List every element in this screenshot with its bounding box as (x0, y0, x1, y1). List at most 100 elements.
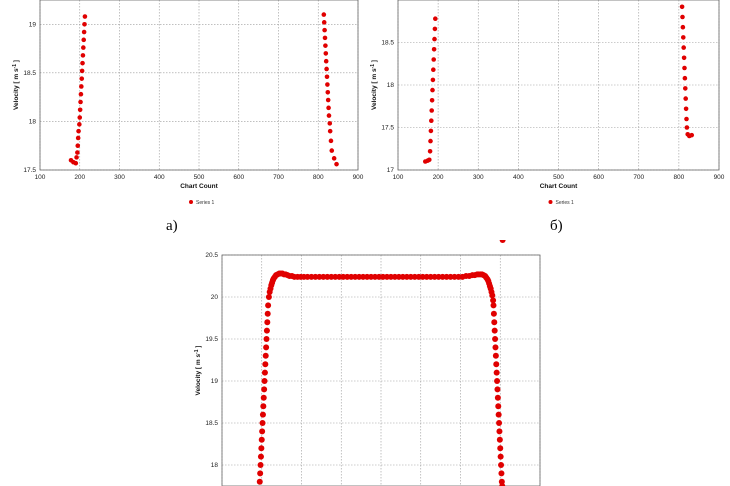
data-point (681, 55, 687, 61)
data-point (683, 96, 688, 101)
y-axis-title: Velocity [ m s-1 ] (12, 60, 20, 110)
legend-marker (189, 200, 193, 204)
data-point (490, 302, 497, 309)
data-point (680, 35, 686, 40)
data-point (491, 319, 498, 326)
data-point (321, 20, 327, 25)
data-point (257, 453, 264, 460)
data-point (327, 128, 333, 134)
data-point (324, 74, 330, 80)
data-point (429, 98, 435, 103)
y-tick-label: 20 (211, 294, 219, 301)
data-point (493, 369, 500, 376)
data-point (81, 29, 87, 35)
data-point (79, 76, 85, 81)
data-point (681, 45, 686, 50)
y-axis-title: Velocity [ m s-1 ] (370, 60, 378, 110)
x-tick-label: 900 (353, 174, 364, 181)
x-tick-label: 200 (433, 174, 444, 181)
data-point (259, 411, 266, 418)
data-point (259, 420, 266, 426)
data-point (77, 107, 83, 113)
data-point (256, 478, 263, 485)
y-tick-label: 18 (211, 462, 219, 469)
data-point (258, 436, 265, 443)
data-point (261, 369, 268, 376)
data-point (325, 89, 331, 95)
data-point (429, 118, 434, 123)
data-point (489, 292, 496, 299)
data-point (430, 87, 435, 93)
data-point (322, 35, 328, 41)
data-point (75, 135, 81, 141)
data-point (325, 82, 330, 87)
data-point (263, 327, 270, 334)
data-point (82, 14, 88, 19)
data-point (426, 157, 432, 163)
x-axis-title: Chart Count (540, 183, 578, 190)
data-point (499, 483, 506, 486)
data-point (497, 453, 504, 460)
y-tick-label: 20.5 (205, 252, 218, 259)
data-point (74, 155, 79, 160)
x-tick-label: 800 (673, 174, 684, 181)
data-point (494, 378, 501, 384)
data-point (327, 121, 333, 126)
data-point (322, 27, 327, 33)
data-point (76, 128, 81, 134)
data-point (81, 37, 87, 43)
data-point (325, 97, 331, 103)
plot-frame (39, 0, 359, 171)
x-tick-label: 900 (714, 174, 725, 181)
data-point (331, 156, 337, 161)
data-point (689, 132, 695, 138)
data-point (257, 470, 264, 477)
data-point (75, 150, 80, 155)
y-tick-label: 19 (29, 21, 37, 28)
data-point (499, 240, 506, 243)
data-point (79, 68, 85, 74)
data-point (498, 462, 505, 468)
data-point (431, 57, 437, 62)
data-point (682, 86, 688, 91)
y-tick-label: 17 (387, 167, 395, 174)
y-tick-label: 18 (29, 118, 37, 125)
data-point (430, 77, 436, 83)
data-point (265, 302, 272, 309)
data-point (492, 336, 499, 342)
data-point (78, 91, 84, 97)
data-point (329, 148, 335, 153)
chart-panel-a: 17.5 18 18.5 19 100 200 300 400 500 600 700 800 900 C… (12, 0, 364, 206)
data-point (73, 160, 79, 166)
chart-panel-b: 17 17.5 18 18.5 100 200 300 400 500 600 700 800 900 C… (370, 0, 725, 206)
data-point (259, 428, 266, 435)
data-point (494, 386, 501, 393)
data-point (683, 106, 689, 112)
data-point (265, 294, 272, 300)
data-point (494, 394, 501, 401)
data-point (334, 161, 339, 167)
data-point (328, 138, 334, 144)
data-point (82, 21, 87, 27)
data-point (495, 403, 502, 410)
x-tick-label: 300 (473, 174, 484, 181)
data-point (262, 361, 269, 368)
x-tick-label: 600 (233, 174, 244, 181)
data-point (428, 128, 434, 134)
chart-panel-c: 18 18.5 19 19.5 20 20.5 Velocity [ m s-1 ] (194, 240, 541, 486)
data-point (81, 45, 86, 50)
x-tick-label: 700 (633, 174, 644, 181)
data-point (261, 386, 268, 393)
data-point (496, 428, 503, 435)
data-point (323, 58, 329, 64)
data-point (264, 319, 271, 326)
data-point (260, 403, 267, 410)
data-point (684, 125, 690, 130)
data-point (496, 436, 503, 443)
panel-label-b: б) (550, 218, 563, 234)
x-axis-title: Chart Count (180, 183, 218, 190)
data-point (680, 14, 685, 20)
x-tick-label: 800 (313, 174, 324, 181)
data-point (262, 352, 269, 359)
data-point (496, 420, 503, 426)
